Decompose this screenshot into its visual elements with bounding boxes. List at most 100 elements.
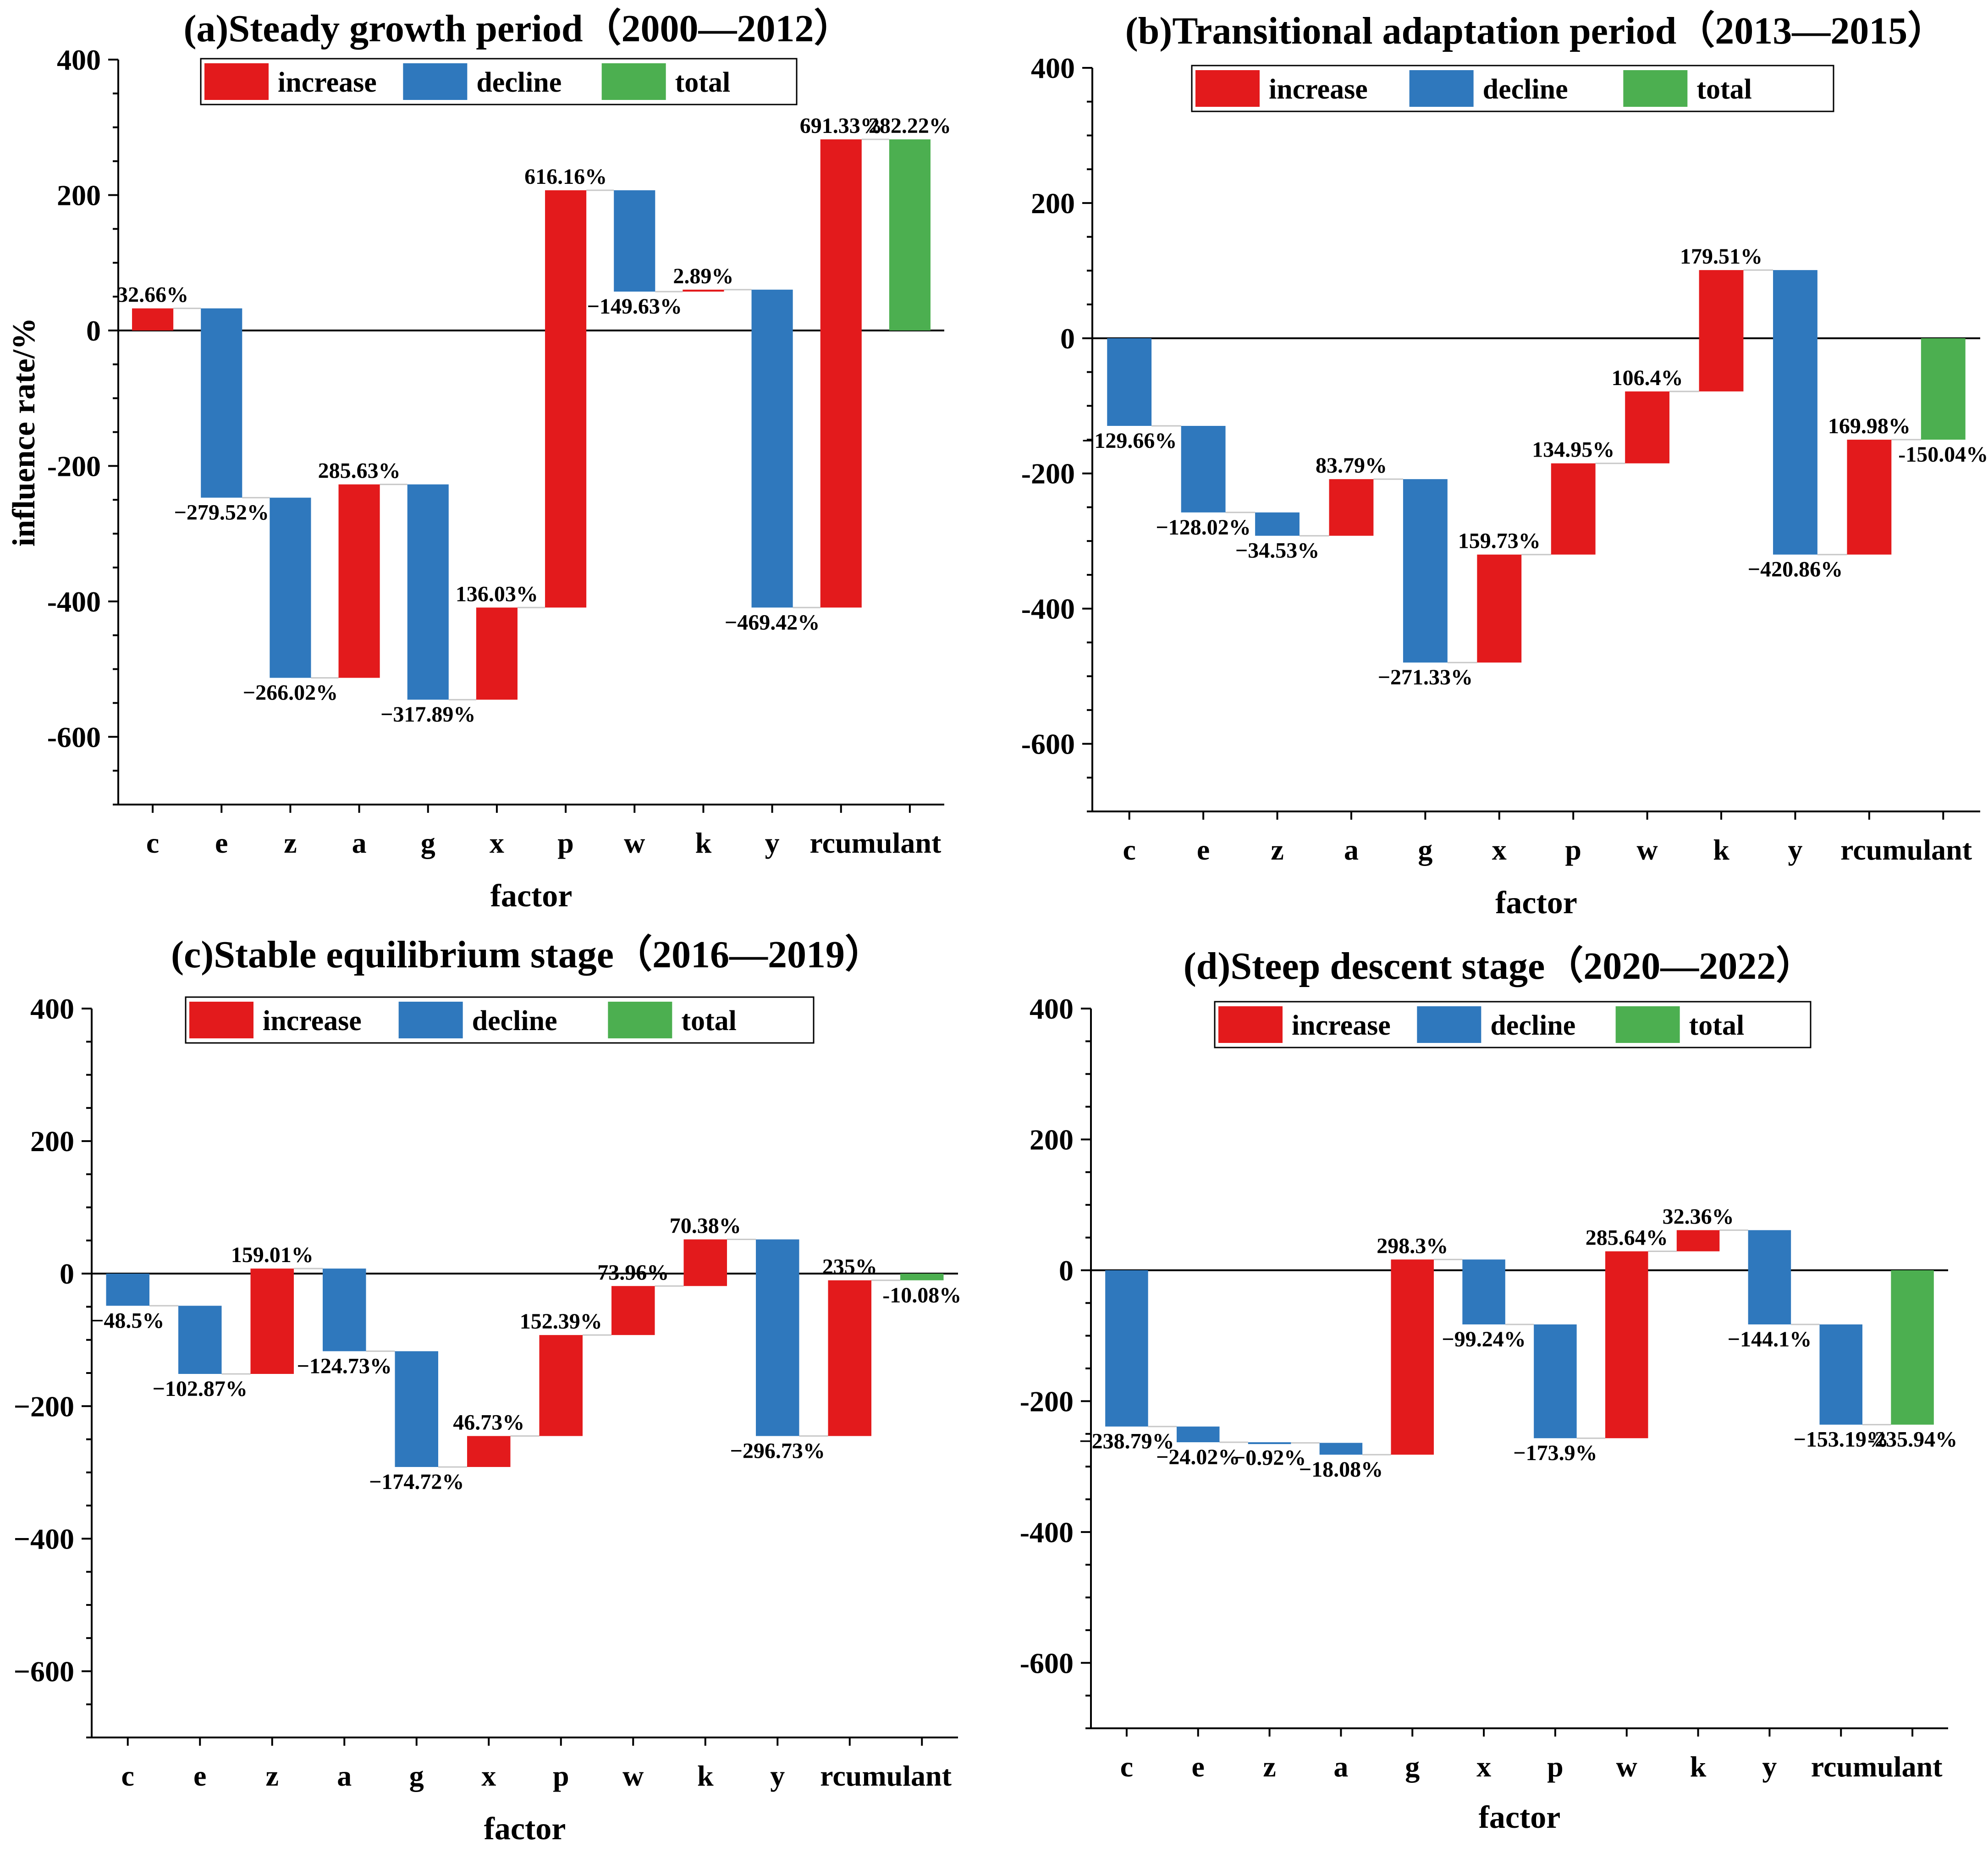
data-label-p-3: −173.9%	[1513, 1441, 1597, 1465]
data-label-x-0: 136.03%	[456, 582, 538, 606]
bar-x-decline-3	[1462, 1259, 1505, 1325]
x-category-label-2: y	[770, 1759, 785, 1792]
x-category-label-0: c	[146, 827, 159, 859]
x-category-label-3: x	[1476, 1750, 1491, 1783]
bar-a-increase-0	[338, 484, 380, 678]
data-label-y-3: −144.1%	[1728, 1327, 1812, 1351]
bar-p-increase-0	[545, 190, 587, 608]
bar-k-increase-0	[683, 289, 724, 292]
bar-z-increase-2	[250, 1268, 294, 1374]
data-label-k-2: 70.38%	[670, 1214, 741, 1238]
y-tick-label-1: 400	[1031, 52, 1075, 84]
legend-box-2	[185, 996, 815, 1044]
x-category-label-1: e	[1197, 833, 1210, 866]
bar-e-decline-1	[1181, 426, 1226, 513]
data-label-a-1: 83.79%	[1316, 453, 1387, 478]
data-label-e-1: −128.02%	[1156, 515, 1250, 540]
chart-title-0: (a)Steady growth period（2000—2012）	[183, 7, 852, 50]
legend-swatch-total-0	[601, 63, 666, 100]
x-category-label-3: y	[1762, 1750, 1777, 1783]
legend-label-total-1: total	[1696, 74, 1752, 105]
y-tick-label-0: 0	[86, 314, 101, 347]
data-label-z-3: −0.92%	[1233, 1445, 1306, 1470]
y-tick-label-1: 0	[1060, 322, 1075, 355]
data-label-c-0: 32.66%	[117, 283, 188, 307]
legend-label-decline-3: decline	[1490, 1010, 1575, 1041]
bar-g-decline-0	[407, 484, 449, 700]
x-category-label-0: e	[215, 827, 228, 859]
y-tick-label-1: 200	[1031, 187, 1075, 220]
data-label-y-1: −420.86%	[1748, 557, 1843, 582]
bar-y-decline-0	[751, 289, 793, 608]
bar-a-increase-1	[1329, 479, 1374, 536]
data-label-total-2: -10.08%	[882, 1283, 961, 1307]
bar-x-increase-2	[467, 1436, 511, 1467]
bar-total-total-2	[900, 1274, 944, 1280]
data-label-x-1: 159.73%	[1458, 529, 1541, 553]
data-label-y-2: −296.73%	[730, 1439, 825, 1463]
y-tick-label-2: −400	[14, 1522, 74, 1555]
x-category-label-1: x	[1492, 833, 1507, 866]
data-label-rcumulant-3: −153.19%	[1794, 1428, 1889, 1452]
x-category-label-1: w	[1637, 833, 1658, 866]
bar-c-decline-2	[106, 1274, 149, 1306]
legend-swatch-total-1	[1623, 70, 1688, 107]
x-category-label-1: a	[1344, 833, 1359, 866]
x-category-label-1: p	[1565, 833, 1581, 866]
legend-swatch-decline-2	[398, 1002, 463, 1038]
legend-label-total-3: total	[1689, 1010, 1745, 1041]
data-label-c-3: −238.79%	[1079, 1429, 1174, 1454]
data-label-p-2: 152.39%	[520, 1309, 602, 1334]
x-category-label-3: e	[1192, 1750, 1205, 1783]
legend-label-decline-0: decline	[476, 67, 562, 98]
x-category-label-2: x	[481, 1759, 496, 1792]
legend-swatch-total-2	[608, 1002, 672, 1038]
data-label-g-2: −174.72%	[369, 1470, 464, 1494]
x-axis-title-2: factor	[484, 1811, 566, 1847]
x-category-label-0: a	[352, 827, 367, 859]
y-tick-label-3: 400	[1030, 993, 1074, 1025]
x-category-label-2: e	[193, 1759, 206, 1792]
chart-title-1: (b)Transitional adaptation period（2013—2…	[1125, 10, 1946, 52]
data-label-w-1: 106.4%	[1612, 366, 1683, 390]
bar-z-decline-3	[1248, 1442, 1291, 1445]
y-axis-title-0: influence rate/%	[6, 318, 42, 547]
x-category-label-3: k	[1690, 1750, 1707, 1783]
legend-swatch-decline-3	[1417, 1006, 1481, 1043]
y-tick-label-1: -400	[1021, 593, 1075, 625]
bar-c-decline-3	[1105, 1270, 1148, 1427]
legend-label-total-2: total	[681, 1005, 737, 1037]
bar-x-increase-0	[476, 607, 518, 700]
bar-p-decline-3	[1534, 1324, 1577, 1439]
legend-swatch-total-3	[1615, 1006, 1680, 1043]
x-category-label-0: y	[765, 827, 780, 859]
data-label-g-1: −271.33%	[1378, 665, 1473, 689]
bar-total-total-0	[889, 139, 931, 331]
legend-swatch-increase-0	[204, 63, 269, 100]
bar-y-decline-3	[1748, 1230, 1791, 1325]
x-category-label-1: c	[1123, 833, 1136, 866]
data-label-a-2: −124.73%	[297, 1354, 392, 1378]
legend-label-decline-1: decline	[1483, 74, 1568, 105]
x-category-label-1: rcumulant	[1840, 833, 1972, 866]
y-tick-label-1: -200	[1021, 458, 1075, 490]
legend-box-0	[200, 58, 798, 105]
y-tick-label-2: −200	[14, 1390, 74, 1423]
bar-g-increase-3	[1391, 1259, 1434, 1455]
x-category-label-2: k	[697, 1759, 714, 1792]
y-tick-label-0: -400	[47, 585, 101, 618]
y-tick-label-3: 0	[1059, 1254, 1074, 1287]
bar-w-increase-3	[1605, 1251, 1648, 1439]
data-label-c-1: −129.66%	[1082, 429, 1177, 453]
x-category-label-3: p	[1547, 1750, 1564, 1783]
data-label-e-0: −279.52%	[174, 501, 269, 525]
bar-total-total-3	[1891, 1270, 1934, 1425]
data-label-c-2: −48.5%	[91, 1308, 164, 1333]
data-label-total-0: 282.22%	[869, 114, 951, 138]
x-category-label-0: x	[490, 827, 504, 859]
bar-rcumulant-increase-0	[820, 139, 862, 608]
data-label-k-1: 179.51%	[1680, 244, 1762, 269]
data-label-w-3: 285.64%	[1586, 1226, 1668, 1250]
legend-box-3	[1214, 1001, 1812, 1048]
